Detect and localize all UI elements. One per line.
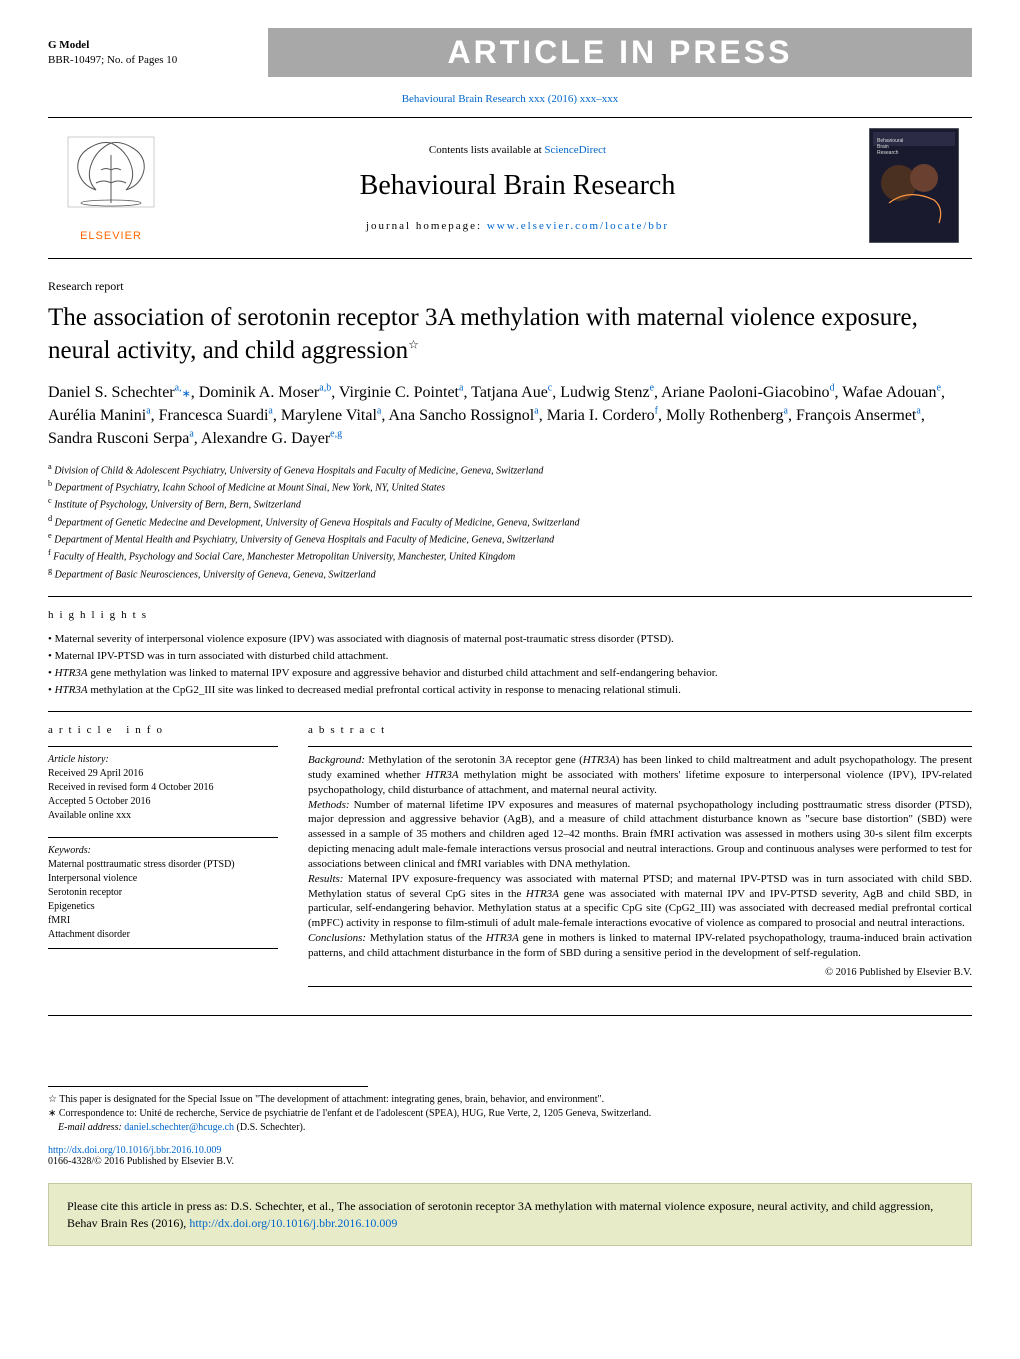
divider — [48, 711, 972, 712]
sciencedirect-link[interactable]: ScienceDirect — [544, 144, 606, 156]
info-abstract-row: article info Article history: Received 2… — [48, 724, 972, 987]
keyword-line: Serotonin receptor — [48, 886, 278, 900]
doi-block: http://dx.doi.org/10.1016/j.bbr.2016.10.… — [48, 1145, 972, 1167]
divider — [308, 986, 972, 987]
divider — [48, 1015, 972, 1016]
affiliation-line: g Department of Basic Neurosciences, Uni… — [48, 565, 972, 582]
journal-cover-thumb: Behavioural Brain Research — [869, 128, 964, 248]
footnote-correspondence: ∗ Correspondence to: Unité de recherche,… — [48, 1107, 972, 1121]
homepage-line: journal homepage: www.elsevier.com/locat… — [166, 220, 869, 232]
highlights-list: Maternal severity of interpersonal viole… — [48, 631, 972, 699]
history-line: Received in revised form 4 October 2016 — [48, 781, 278, 795]
email-label: E-mail address: — [58, 1122, 124, 1133]
history-line: Accepted 5 October 2016 — [48, 795, 278, 809]
keyword-line: Interpersonal violence — [48, 872, 278, 886]
history-line: Received 29 April 2016 — [48, 767, 278, 781]
email-suffix: (D.S. Schechter). — [234, 1122, 305, 1133]
keywords-title: Keywords: — [48, 844, 278, 858]
contents-prefix: Contents lists available at — [429, 144, 544, 156]
footnote-email: E-mail address: daniel.schechter@hcuge.c… — [48, 1121, 972, 1135]
history-title: Article history: — [48, 753, 278, 767]
homepage-prefix: journal homepage: — [366, 220, 487, 232]
homepage-link[interactable]: www.elsevier.com/locate/bbr — [487, 220, 669, 232]
journal-reference-link[interactable]: Behavioural Brain Research xxx (2016) xx… — [48, 93, 972, 105]
journal-name: Behavioural Brain Research — [166, 170, 869, 202]
abstract-paragraph: Background: Methylation of the serotonin… — [308, 753, 972, 798]
gmodel-label: G Model — [48, 38, 268, 52]
email-link[interactable]: daniel.schechter@hcuge.ch — [124, 1122, 234, 1133]
gmodel-row: G Model BBR-10497; No. of Pages 10 ARTIC… — [48, 28, 972, 77]
footnote-star: ☆ This paper is designated for the Speci… — [48, 1093, 972, 1107]
article-info-column: article info Article history: Received 2… — [48, 724, 278, 987]
copyright-line: © 2016 Published by Elsevier B.V. — [308, 967, 972, 978]
keywords-block: Keywords: Maternal posttraumatic stress … — [48, 837, 278, 949]
history-line: Available online xxx — [48, 809, 278, 823]
abstract-paragraph: Conclusions: Methylation status of the H… — [308, 931, 972, 961]
highlight-item: HTR3A gene methylation was linked to mat… — [48, 665, 972, 682]
elsevier-text: ELSEVIER — [56, 230, 166, 242]
article-title: The association of serotonin receptor 3A… — [48, 302, 972, 367]
abstract-text: Background: Methylation of the serotonin… — [308, 753, 972, 961]
gmodel-ref: BBR-10497; No. of Pages 10 — [48, 53, 268, 67]
affiliation-line: e Department of Mental Health and Psychi… — [48, 530, 972, 547]
affiliation-line: a Division of Child & Adolescent Psychia… — [48, 461, 972, 478]
footnote-rule — [48, 1086, 368, 1091]
journal-header: ELSEVIER Contents lists available at Sci… — [48, 117, 972, 259]
highlight-item: HTR3A methylation at the CpG2_III site w… — [48, 682, 972, 699]
svg-text:Research: Research — [877, 150, 899, 156]
authors: Daniel S. Schechtera,∗, Dominik A. Moser… — [48, 381, 972, 451]
highlights-heading: highlights — [48, 609, 972, 621]
affiliation-line: f Faculty of Health, Psychology and Soci… — [48, 547, 972, 564]
header-center: Contents lists available at ScienceDirec… — [166, 144, 869, 232]
article-in-press-banner: ARTICLE IN PRESS — [268, 28, 972, 77]
keyword-line: fMRI — [48, 914, 278, 928]
abstract-paragraph: Results: Maternal IPV exposure-frequency… — [308, 872, 972, 931]
highlight-item: Maternal IPV-PTSD was in turn associated… — [48, 648, 972, 665]
cover-image-icon: Behavioural Brain Research — [869, 128, 959, 243]
contents-line: Contents lists available at ScienceDirec… — [166, 144, 869, 156]
affiliation-line: c Institute of Psychology, University of… — [48, 495, 972, 512]
keyword-line: Epigenetics — [48, 900, 278, 914]
abstract-paragraph: Methods: Number of maternal lifetime IPV… — [308, 798, 972, 872]
cite-doi-link[interactable]: http://dx.doi.org/10.1016/j.bbr.2016.10.… — [189, 1216, 397, 1230]
title-star: ☆ — [408, 337, 419, 351]
elsevier-logo: ELSEVIER — [56, 135, 166, 242]
doi-link[interactable]: http://dx.doi.org/10.1016/j.bbr.2016.10.… — [48, 1145, 972, 1156]
keyword-line: Maternal posttraumatic stress disorder (… — [48, 858, 278, 872]
article-history-block: Article history: Received 29 April 2016R… — [48, 746, 278, 823]
abstract-column: abstract Background: Methylation of the … — [308, 724, 972, 987]
keyword-line: Attachment disorder — [48, 928, 278, 942]
affiliations: a Division of Child & Adolescent Psychia… — [48, 461, 972, 582]
gmodel-left: G Model BBR-10497; No. of Pages 10 — [48, 38, 268, 67]
affiliation-line: b Department of Psychiatry, Icahn School… — [48, 478, 972, 495]
elsevier-tree-icon — [66, 135, 156, 225]
divider — [308, 746, 972, 747]
divider — [48, 596, 972, 597]
article-info-heading: article info — [48, 724, 278, 736]
issn-line: 0166-4328/© 2016 Published by Elsevier B… — [48, 1156, 972, 1167]
footnotes: ☆ This paper is designated for the Speci… — [48, 1093, 972, 1135]
cite-box: Please cite this article in press as: D.… — [48, 1183, 972, 1247]
highlight-item: Maternal severity of interpersonal viole… — [48, 631, 972, 648]
title-text: The association of serotonin receptor 3A… — [48, 304, 918, 364]
affiliation-line: d Department of Genetic Medecine and Dev… — [48, 513, 972, 530]
section-label: Research report — [48, 279, 972, 294]
abstract-heading: abstract — [308, 724, 972, 736]
